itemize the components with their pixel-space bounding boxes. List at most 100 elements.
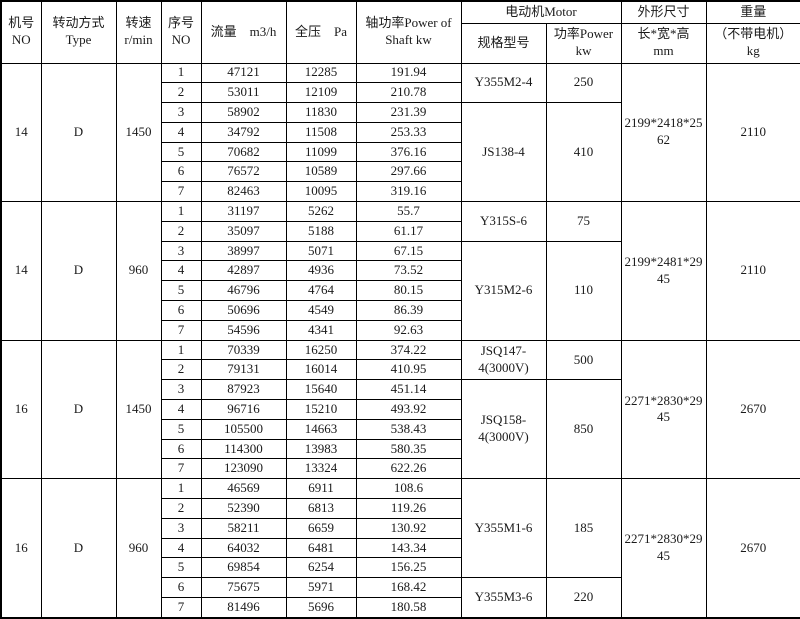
flow-cell: 114300: [200, 438, 287, 460]
table-row: 7 81496 5696 180.58: [1, 597, 800, 619]
flow-cell: 69854: [200, 557, 287, 579]
header-row-top: 机号 NO 转动方式 Type 转速 r/min 序号 NO 流量 m3/h 全…: [0, 0, 800, 64]
shaft-power-cell: 319.16: [355, 181, 462, 203]
table-row: 5 70682 11099 376.16: [1, 141, 800, 163]
table-row: 16 D 960 1 46569 6911 108.6 Y355M1-6 185 2271*283…: [0, 478, 800, 619]
shaft-power-cell: 86.39: [355, 300, 462, 321]
machine-no-cell: 14: [0, 62, 42, 203]
table-row: 3 58902 11830 231.39 JS138-4 410: [1, 102, 800, 203]
table-body: 14 D 1450 1 47121 12285 191.94 Y355M2-4 250 2199*…: [0, 62, 800, 619]
table-row: 2 53011 12109 210.78: [1, 82, 800, 104]
motor-power-cell: 250: [545, 62, 622, 104]
header-dimensions: 外形尺寸: [620, 0, 707, 24]
flow-cell: 31197: [200, 201, 287, 222]
flow-cell: 35097: [200, 220, 287, 242]
pressure-cell: 12109: [285, 82, 357, 104]
flow-cell: 58211: [200, 517, 287, 539]
pressure-cell: 13983: [285, 438, 357, 460]
speed-cell: 960: [115, 478, 162, 619]
header-weight-sub: （不带电机） kg: [705, 22, 800, 64]
seq-cell: 3: [160, 102, 202, 123]
motor-model-cell: Y355M1-6: [460, 478, 547, 579]
seq-cell: 6: [160, 300, 202, 321]
seq-cell: 2: [160, 82, 202, 104]
pressure-cell: 15210: [285, 399, 357, 420]
drive-type-cell: D: [40, 339, 117, 480]
shaft-power-cell: 376.16: [355, 141, 462, 163]
seq-cell: 7: [160, 319, 202, 341]
header-seq-no: 序号 NO: [160, 0, 202, 64]
shaft-power-cell: 73.52: [355, 260, 462, 282]
header-drive-type: 转动方式 Type: [40, 0, 117, 64]
pressure-cell: 11099: [285, 141, 357, 163]
seq-cell: 4: [160, 537, 202, 559]
seq-cell: 4: [160, 260, 202, 282]
seq-cell: 1: [160, 478, 202, 500]
pressure-cell: 11830: [285, 102, 357, 123]
speed-cell: 1450: [115, 339, 162, 480]
pressure-cell: 6481: [285, 537, 357, 559]
flow-cell: 96716: [200, 399, 287, 420]
shaft-power-cell: 374.22: [355, 339, 462, 361]
shaft-power-cell: 108.6: [355, 478, 462, 500]
seq-cell: 5: [160, 141, 202, 163]
motor-power-cell: 110: [545, 240, 622, 341]
flow-cell: 105500: [200, 418, 287, 440]
drive-type-cell: D: [40, 62, 117, 203]
pressure-cell: 6813: [285, 498, 357, 519]
table-row: 5 46796 4764 80.15: [1, 280, 800, 302]
seq-cell: 5: [160, 418, 202, 440]
table-row: 2 79131 16014 410.95: [1, 359, 800, 381]
pressure-cell: 16014: [285, 359, 357, 381]
flow-cell: 70339: [200, 339, 287, 361]
shaft-power-cell: 410.95: [355, 359, 462, 381]
seq-cell: 3: [160, 240, 202, 262]
shaft-power-cell: 538.43: [355, 418, 462, 440]
pressure-cell: 4764: [285, 280, 357, 302]
weight-cell: 2670: [705, 478, 800, 619]
shaft-power-cell: 297.66: [355, 161, 462, 183]
seq-cell: 6: [160, 161, 202, 183]
header-machine-no: 机号 NO: [0, 0, 42, 64]
flow-cell: 81496: [200, 597, 287, 619]
machine-no-cell: 14: [0, 201, 42, 341]
seq-cell: 6: [160, 438, 202, 460]
motor-power-cell: 410: [545, 102, 622, 203]
speed-cell: 1450: [115, 62, 162, 203]
shaft-power-cell: 61.17: [355, 220, 462, 242]
table-header: 机号 NO 转动方式 Type 转速 r/min 序号 NO 流量 m3/h 全…: [0, 0, 800, 64]
table-row: 14 D 960 1 31197 5262 55.7 Y315S-6 75 2199*2481*2…: [0, 201, 800, 341]
flow-cell: 79131: [200, 359, 287, 381]
header-speed: 转速 r/min: [115, 0, 162, 64]
motor-model-cell: Y355M3-6: [460, 577, 547, 619]
shaft-power-cell: 67.15: [355, 240, 462, 262]
shaft-power-cell: 493.92: [355, 399, 462, 420]
flow-cell: 58902: [200, 102, 287, 123]
seq-cell: 4: [160, 121, 202, 143]
flow-cell: 34792: [200, 121, 287, 143]
pressure-cell: 14663: [285, 418, 357, 440]
seq-cell: 2: [160, 220, 202, 242]
table-row: 3 87923 15640 451.14 JSQ158-4(3000V) 850: [1, 379, 800, 480]
pressure-cell: 6911: [285, 478, 357, 500]
pressure-cell: 6659: [285, 517, 357, 539]
weight-cell: 2110: [705, 62, 800, 203]
pressure-cell: 6254: [285, 557, 357, 579]
seq-cell: 7: [160, 458, 202, 480]
motor-model-cell: Y355M2-4: [460, 62, 547, 104]
flow-cell: 46569: [200, 478, 287, 500]
shaft-power-cell: 580.35: [355, 438, 462, 460]
pressure-cell: 4936: [285, 260, 357, 282]
seq-cell: 7: [160, 181, 202, 203]
seq-cell: 1: [160, 62, 202, 84]
flow-cell: 75675: [200, 577, 287, 599]
flow-cell: 82463: [200, 181, 287, 203]
shaft-power-cell: 168.42: [355, 577, 462, 599]
pressure-cell: 4341: [285, 319, 357, 341]
table-row: 2 35097 5188 61.17: [1, 220, 800, 242]
seq-cell: 7: [160, 597, 202, 619]
header-flow: 流量 m3/h: [200, 0, 287, 64]
seq-cell: 1: [160, 201, 202, 222]
seq-cell: 1: [160, 339, 202, 361]
